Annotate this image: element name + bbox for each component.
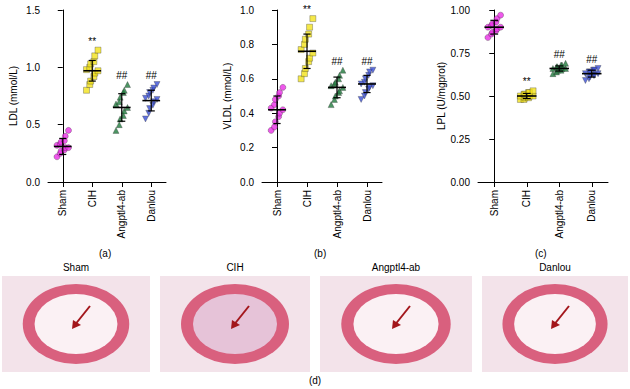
svg-text:Sham: Sham — [489, 190, 500, 216]
html-text:CIH: CIH — [226, 262, 244, 273]
svg-text:CIH: CIH — [302, 190, 313, 207]
svg-text:Angptl4-ab: Angptl4-ab — [332, 190, 343, 239]
svg-text:1.00: 1.00 — [451, 5, 471, 16]
svg-text:0.0: 0.0 — [240, 177, 254, 188]
html-text:Angptl4-ab: Angptl4-ab — [371, 262, 421, 273]
svg-text:1.0: 1.0 — [26, 62, 40, 73]
svg-text:(b): (b) — [314, 248, 326, 259]
svg-text:0.5: 0.5 — [26, 119, 40, 130]
html-text:(d): (d) — [308, 375, 322, 386]
svg-text:##: ## — [586, 54, 598, 65]
svg-text:##: ## — [361, 56, 373, 67]
svg-text:##: ## — [116, 70, 128, 81]
svg-text:LDL (mmol/L): LDL (mmol/L) — [8, 66, 19, 126]
svg-text:1.0: 1.0 — [240, 5, 254, 16]
svg-text:LPL (U/mgprot): LPL (U/mgprot) — [436, 62, 447, 130]
svg-text:**: ** — [303, 4, 311, 15]
svg-text:##: ## — [554, 49, 566, 60]
svg-text:##: ## — [146, 70, 158, 81]
svg-text:0.2: 0.2 — [240, 142, 254, 153]
svg-text:**: ** — [523, 76, 531, 87]
html-text:Danlou: Danlou — [539, 262, 571, 273]
svg-text:Sham: Sham — [57, 190, 68, 216]
html-text:Sham: Sham — [62, 262, 90, 273]
svg-text:(a): (a) — [99, 248, 111, 259]
svg-text:Danlou: Danlou — [586, 190, 597, 222]
svg-text:0.50: 0.50 — [451, 91, 471, 102]
svg-text:Danlou: Danlou — [146, 190, 157, 222]
svg-text:VLDL (mmol/L): VLDL (mmol/L) — [222, 63, 233, 130]
svg-text:Danlou: Danlou — [362, 190, 373, 222]
svg-text:Angptl4-ab: Angptl4-ab — [116, 190, 127, 239]
svg-text:CIH: CIH — [87, 190, 98, 207]
svg-text:0.4: 0.4 — [240, 108, 254, 119]
svg-text:0.00: 0.00 — [451, 177, 471, 188]
svg-text:0.6: 0.6 — [240, 73, 254, 84]
svg-text:0.75: 0.75 — [451, 48, 471, 59]
svg-text:0.0: 0.0 — [26, 177, 40, 188]
svg-text:CIH: CIH — [521, 190, 532, 207]
svg-text:Sham: Sham — [272, 190, 283, 216]
svg-text:Angptl4-ab: Angptl4-ab — [554, 190, 565, 239]
svg-text:1.5: 1.5 — [26, 5, 40, 16]
svg-text:(c): (c) — [535, 248, 547, 259]
svg-text:**: ** — [88, 36, 96, 47]
svg-text:0.8: 0.8 — [240, 39, 254, 50]
svg-text:0.25: 0.25 — [451, 134, 471, 145]
svg-text:##: ## — [331, 56, 343, 67]
